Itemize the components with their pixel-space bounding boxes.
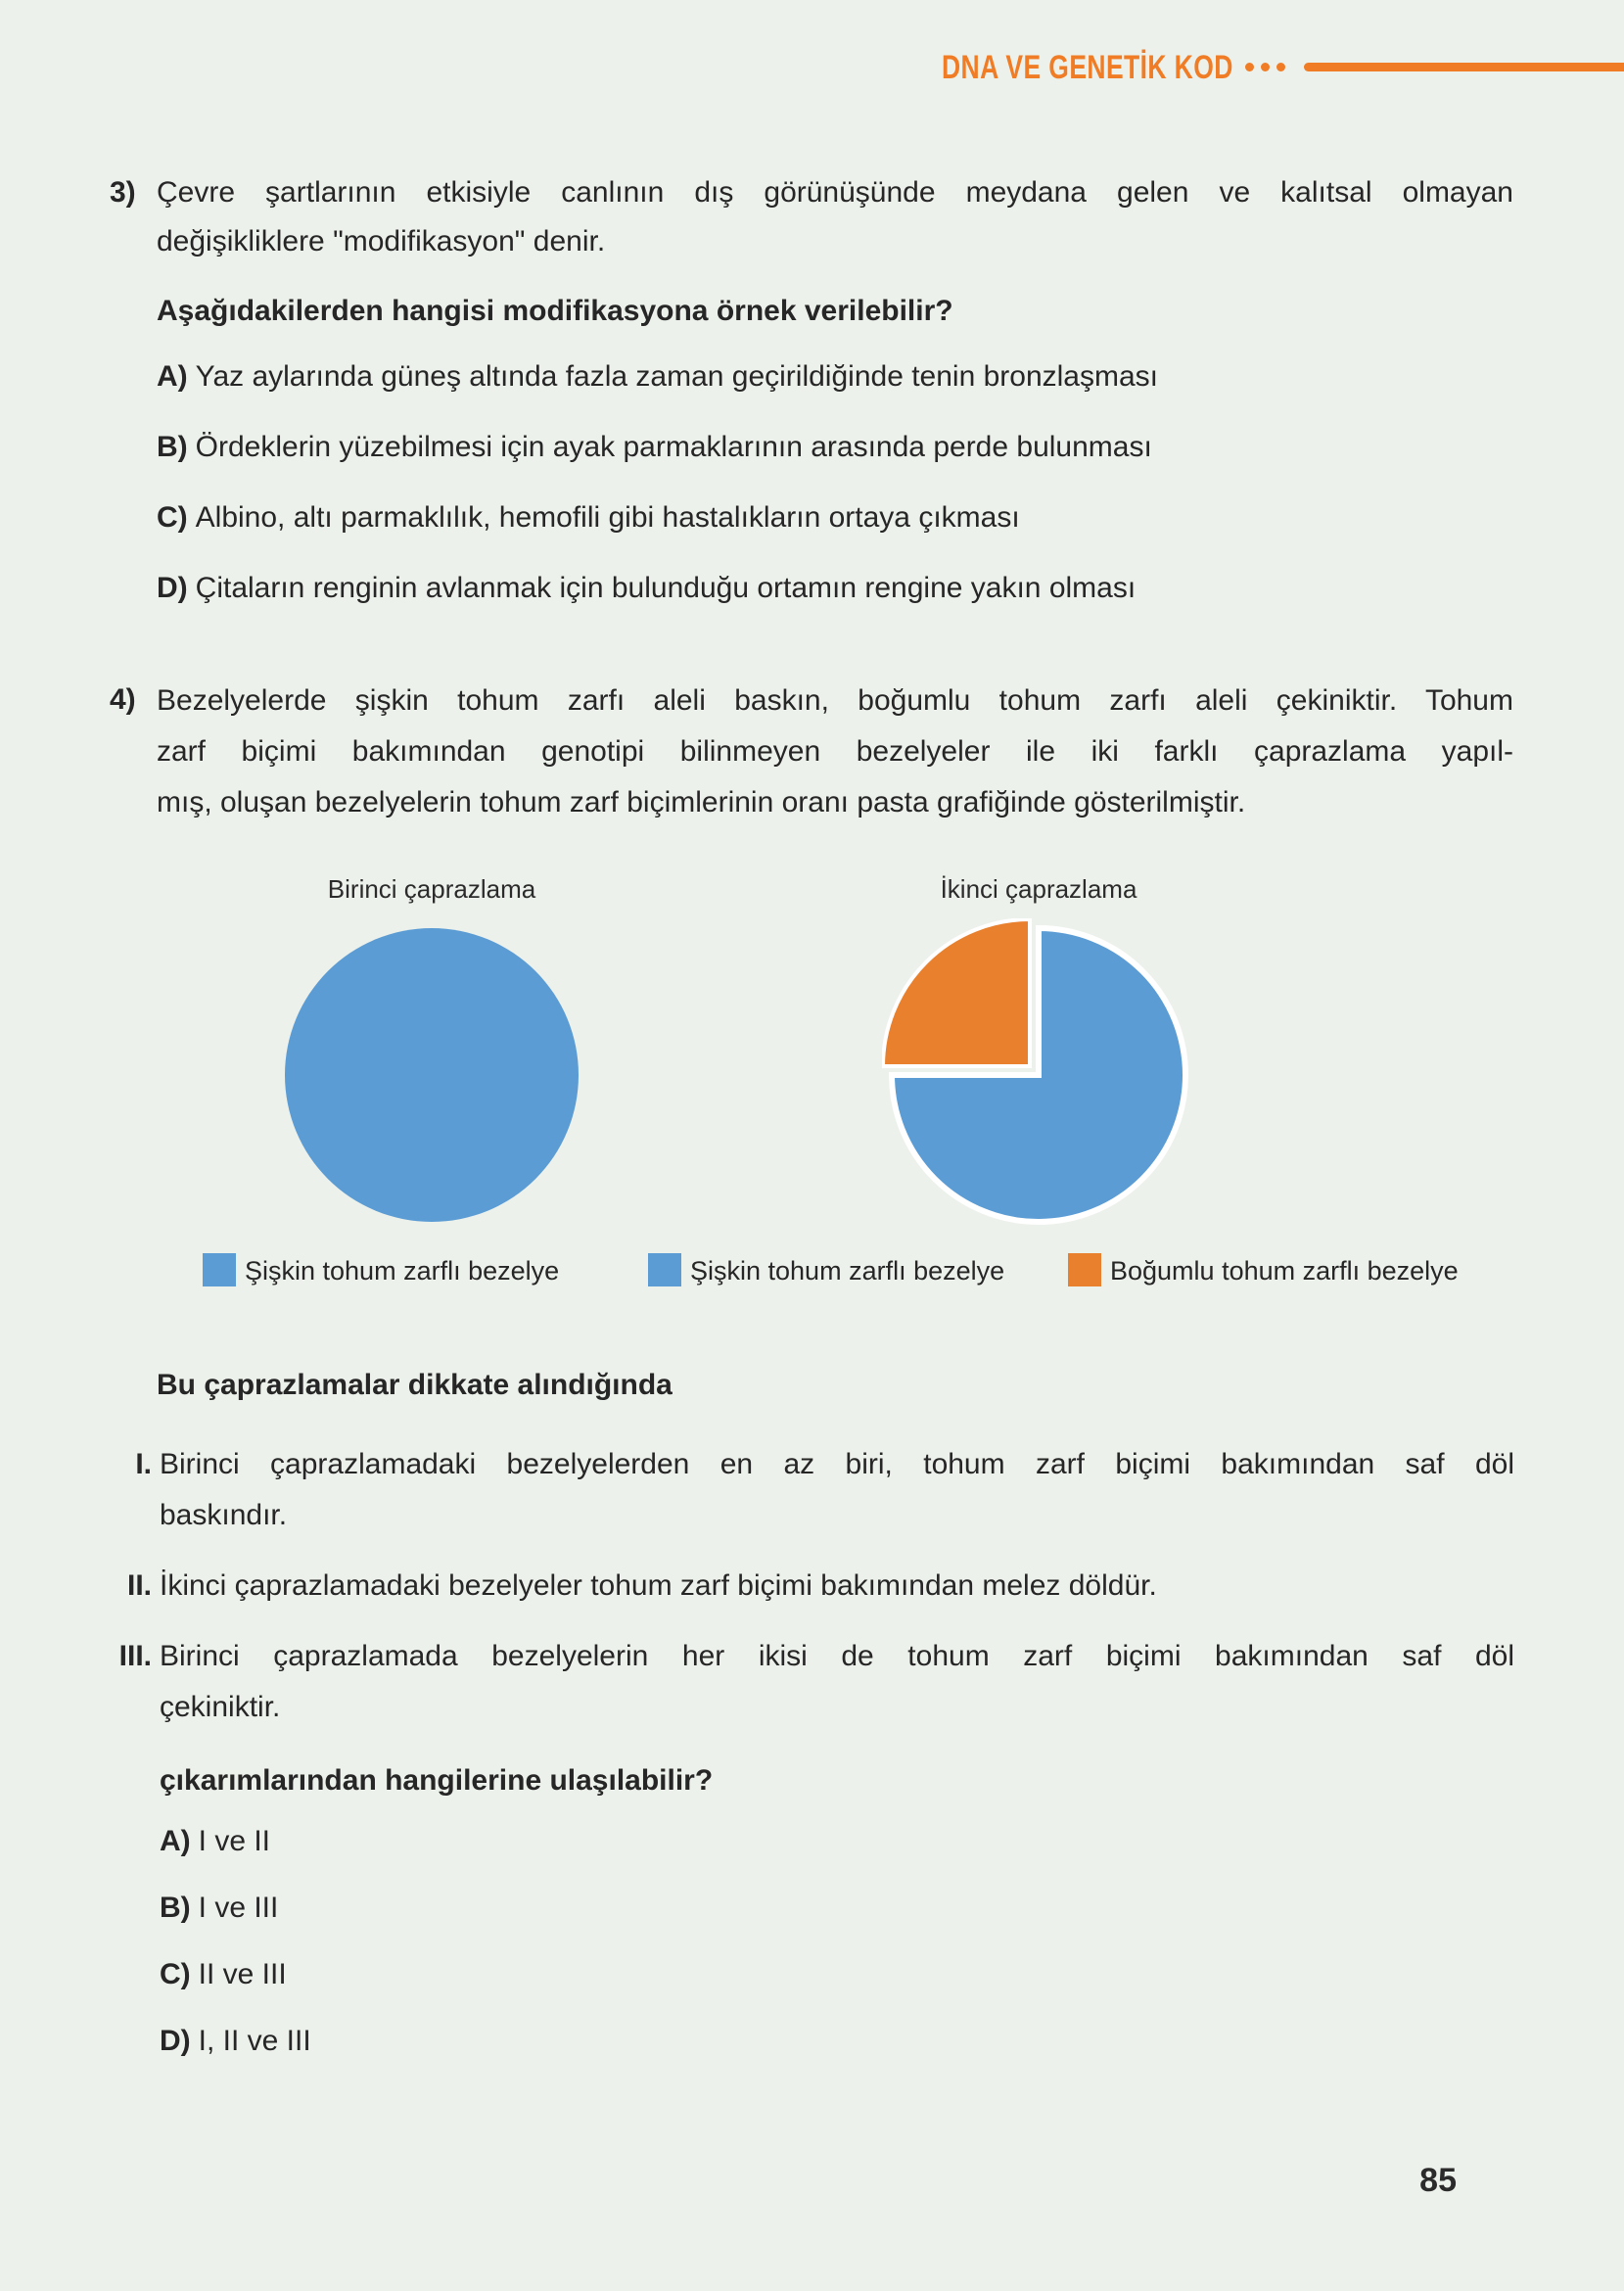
pie-slice-bogumlu — [882, 918, 1032, 1068]
option-label: D) — [157, 572, 188, 604]
pie-slice-siskin — [285, 928, 579, 1222]
statement-text-line: çekiniktir. — [160, 1691, 281, 1723]
option-d: D) I, II ve III — [160, 2023, 1516, 2060]
question-text-line: değişikliklere "modifikasyon" denir. — [157, 225, 606, 257]
question-4-number: 4) — [110, 683, 136, 716]
option-text: I, II ve III — [198, 2025, 311, 2057]
question-4-text: Bezelyelerde şişkin tohum zarfı aleli ba… — [157, 676, 1513, 828]
option-label: D) — [160, 2025, 191, 2057]
option-label: A) — [157, 360, 188, 393]
pie-slice-siskin — [888, 924, 1188, 1225]
statement-label: II. — [126, 1569, 152, 1602]
option-text: Çitaların renginin avlanmak için bulundu… — [195, 572, 1137, 604]
statement-text-line: Birinci çaprazlamadaki bezelyelerden en … — [160, 1448, 1514, 1480]
option-label: C) — [157, 501, 188, 534]
question-3-options: A) Yaz aylarında güneş altında fazla zama… — [157, 358, 1513, 640]
legend-swatch-blue — [203, 1253, 236, 1286]
option-label: B) — [160, 1892, 191, 1924]
header-dots-icon — [1245, 63, 1285, 71]
pie-chart-first-title: Birinci çaprazlama — [327, 874, 536, 904]
option-text: Yaz aylarında güneş altında fazla zaman … — [195, 360, 1159, 393]
option-text: II ve III — [198, 1958, 287, 1990]
pie-chart-second-title: İkinci çaprazlama — [940, 874, 1137, 904]
statement-label: I. — [135, 1448, 152, 1480]
option-text: Ördeklerin yüzebilmesi için ayak parmakl… — [195, 431, 1152, 463]
question-3-text: Çevre şartlarının etkisiyle canlının dış… — [157, 168, 1513, 266]
statement-label: III. — [118, 1640, 152, 1672]
option-c: C) II ve III — [160, 1956, 1516, 1993]
option-label: C) — [160, 1958, 191, 1990]
option-a: A) I ve II — [160, 1823, 1516, 1860]
legend-label: Şişkin tohum zarflı bezelye — [690, 1256, 1005, 1286]
option-b: B) I ve III — [160, 1890, 1516, 1927]
option-b: B) Ördeklerin yüzebilmesi için ayak parma… — [157, 429, 1513, 466]
page-header-title: DNA VE GENETİK KOD — [942, 49, 1233, 86]
statement-text-line: Birinci çaprazlamada bezelyelerin her ik… — [160, 1640, 1514, 1672]
question-4-prompt: çıkarımlarından hangilerine ulaşılabilir… — [160, 1764, 714, 1797]
question-text-line: Bezelyelerde şişkin tohum zarfı aleli ba… — [157, 684, 1513, 717]
legend-label: Boğumlu tohum zarflı bezelye — [1110, 1256, 1459, 1286]
question-text-line: mış, oluşan bezelyelerin tohum zarf biçi… — [157, 786, 1246, 818]
question-3-prompt: Aşağıdakilerden hangisi modifikasyona ör… — [157, 295, 953, 327]
option-text: I ve II — [198, 1825, 271, 1857]
option-a: A) Yaz aylarında güneş altında fazla zama… — [157, 358, 1513, 396]
statement-text-line: baskındır. — [160, 1499, 288, 1531]
statement-text-line: İkinci çaprazlamadaki bezelyeler tohum z… — [160, 1569, 1157, 1602]
question-text-line: Çevre şartlarının etkisiyle canlının dış… — [157, 176, 1513, 209]
option-text: I ve III — [198, 1892, 279, 1924]
question-3-number: 3) — [110, 176, 136, 209]
legend-label: Şişkin tohum zarflı bezelye — [245, 1256, 560, 1286]
header-rule — [1304, 63, 1624, 71]
option-text: Albino, altı parmaklılık, hemofili gibi … — [195, 501, 1020, 534]
option-d: D) Çitaların renginin avlanmak için bulun… — [157, 570, 1513, 607]
legend-swatch-orange — [1068, 1253, 1101, 1286]
legend-swatch-blue — [648, 1253, 681, 1286]
question-text-line: zarf biçimi bakımından genotipi bilinmey… — [157, 735, 1513, 768]
question-4-options: A) I ve II B) I ve III C) II ve III D) I, II… — [160, 1823, 1516, 2093]
page-number: 85 — [1419, 2162, 1457, 2199]
option-label: A) — [160, 1825, 191, 1857]
option-c: C) Albino, altı parmaklılık, hemofili gib… — [157, 499, 1513, 537]
question-4-heading: Bu çaprazlamalar dikkate alındığında — [157, 1369, 673, 1401]
option-label: B) — [157, 431, 188, 463]
pie-chart-second — [882, 918, 1188, 1225]
pie-chart-first — [285, 928, 579, 1222]
